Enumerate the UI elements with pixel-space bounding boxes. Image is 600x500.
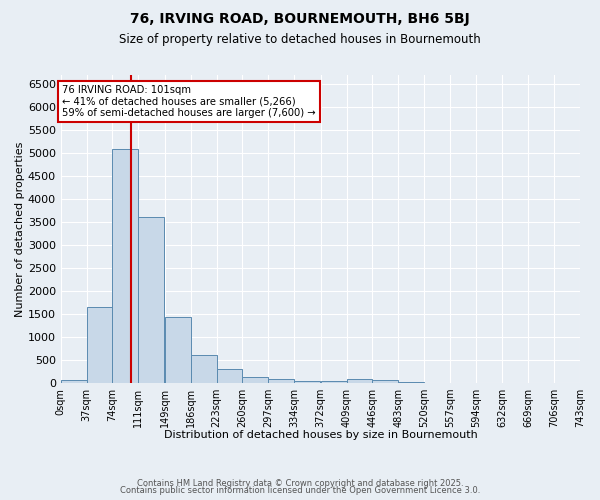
Text: Contains public sector information licensed under the Open Government Licence 3.: Contains public sector information licen…: [120, 486, 480, 495]
Bar: [373, 380, 398, 383]
Y-axis label: Number of detached properties: Number of detached properties: [15, 141, 25, 316]
Text: 76, IRVING ROAD, BOURNEMOUTH, BH6 5BJ: 76, IRVING ROAD, BOURNEMOUTH, BH6 5BJ: [130, 12, 470, 26]
Bar: [347, 380, 373, 383]
Bar: [294, 380, 320, 383]
Bar: [191, 356, 217, 383]
Bar: [165, 317, 191, 383]
Bar: [268, 380, 294, 383]
X-axis label: Distribution of detached houses by size in Bournemouth: Distribution of detached houses by size …: [164, 430, 477, 440]
Text: Size of property relative to detached houses in Bournemouth: Size of property relative to detached ho…: [119, 32, 481, 46]
Bar: [242, 377, 268, 383]
Bar: [217, 369, 242, 383]
Text: 76 IRVING ROAD: 101sqm
← 41% of detached houses are smaller (5,266)
59% of semi-: 76 IRVING ROAD: 101sqm ← 41% of detached…: [62, 85, 316, 118]
Bar: [61, 380, 86, 383]
Bar: [321, 382, 347, 383]
Bar: [86, 307, 112, 383]
Text: Contains HM Land Registry data © Crown copyright and database right 2025.: Contains HM Land Registry data © Crown c…: [137, 478, 463, 488]
Bar: [112, 148, 139, 383]
Bar: [139, 218, 164, 383]
